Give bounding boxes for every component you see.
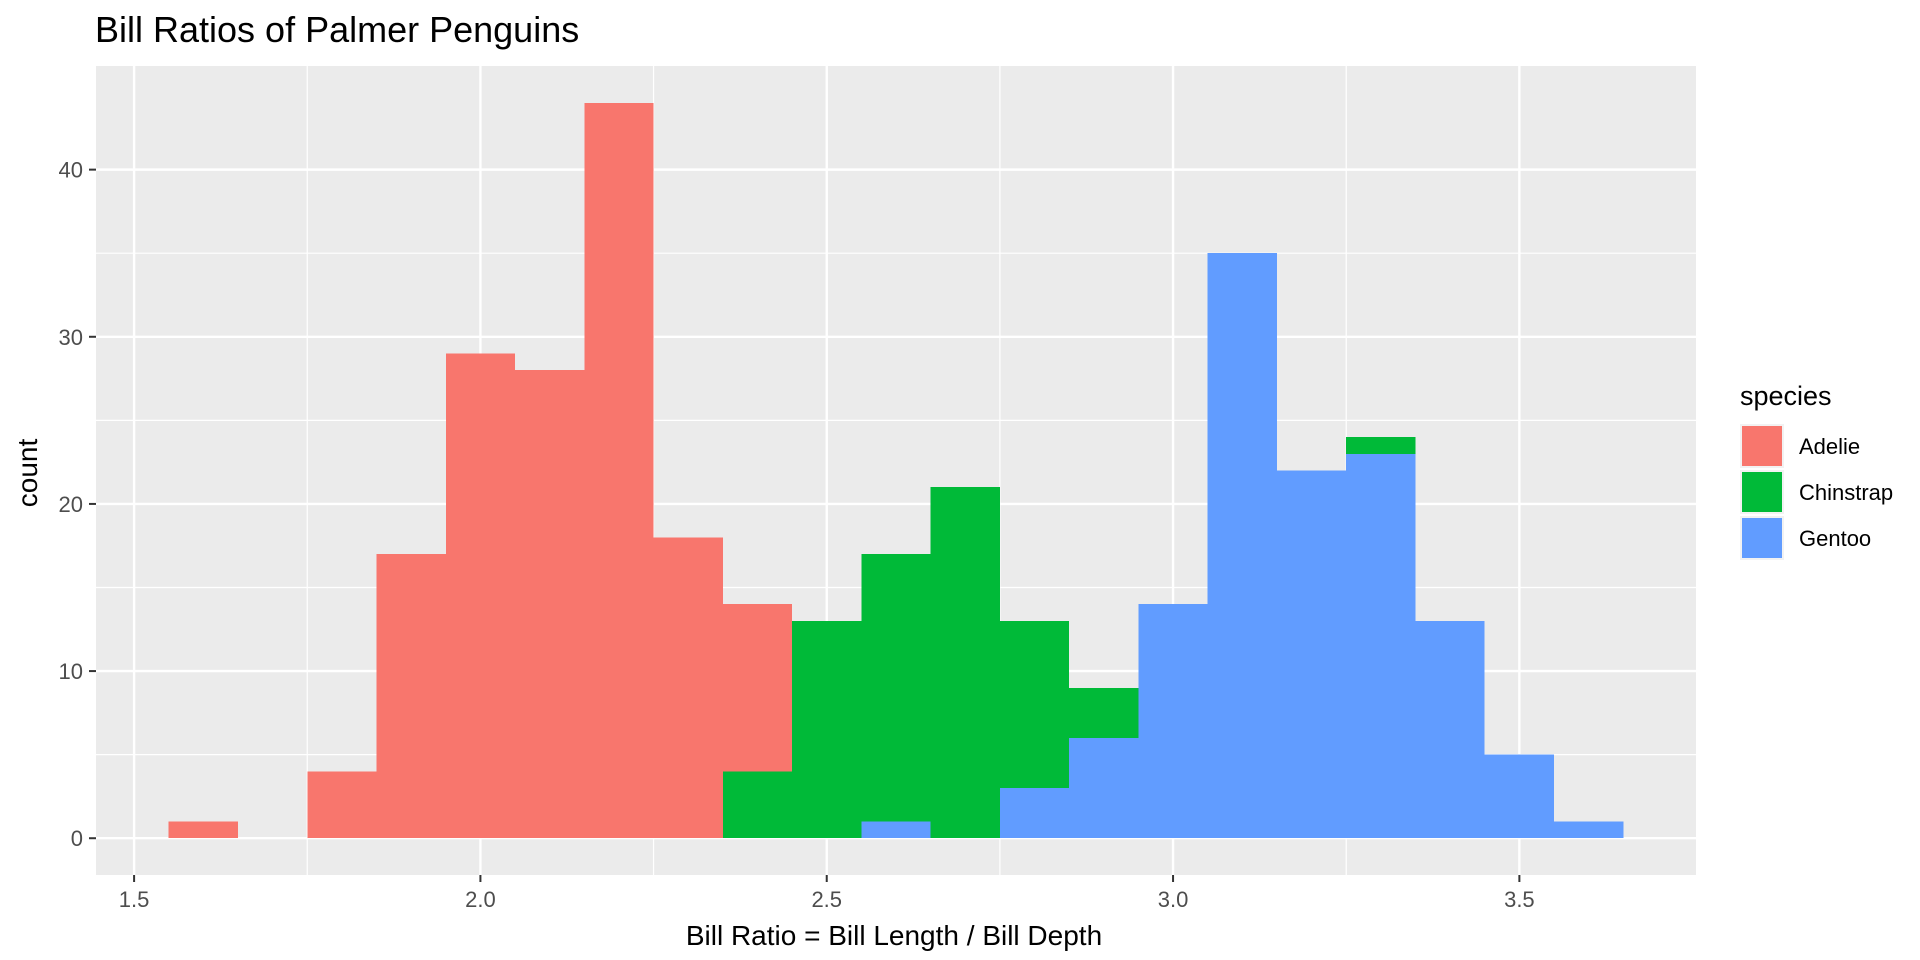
bar-gentoo	[1138, 604, 1208, 839]
bar-gentoo	[1207, 253, 1277, 839]
bar-gentoo	[999, 788, 1070, 839]
bar-chinstrap	[930, 487, 1000, 839]
bar-gentoo	[1484, 754, 1555, 839]
histogram-bars	[168, 102, 1624, 839]
bar-gentoo	[1554, 821, 1624, 839]
legend-label-adelie: Adelie	[1799, 434, 1860, 459]
x-tick-label: 3.0	[1158, 887, 1189, 912]
x-axis: 1.5 2.0 2.5 3.0 3.5	[119, 875, 1535, 912]
legend-swatch-chinstrap	[1742, 472, 1782, 512]
bar-chinstrap	[792, 620, 862, 839]
bar-gentoo	[861, 821, 931, 839]
legend-swatch-gentoo	[1742, 518, 1782, 558]
legend-label-chinstrap: Chinstrap	[1799, 480, 1893, 505]
x-tick-label: 1.5	[119, 887, 150, 912]
x-tick-label: 2.0	[465, 887, 496, 912]
bar-adelie	[168, 821, 238, 839]
bar-gentoo	[1415, 620, 1485, 839]
y-tick-label: 40	[59, 158, 83, 183]
bar-adelie	[307, 771, 377, 839]
bar-gentoo	[1069, 737, 1139, 839]
legend: species Adelie Chinstrap Gentoo	[1740, 381, 1893, 560]
y-tick-label: 10	[59, 659, 83, 684]
bar-chinstrap	[1346, 437, 1416, 454]
bar-chinstrap	[861, 554, 931, 822]
y-tick-label: 30	[59, 325, 83, 350]
x-tick-label: 3.5	[1504, 887, 1535, 912]
y-tick-label: 20	[59, 492, 83, 517]
bar-adelie	[515, 370, 585, 839]
bar-adelie	[376, 554, 446, 839]
bar-adelie	[445, 353, 516, 839]
bar-adelie	[722, 604, 793, 772]
y-axis-label: count	[12, 439, 43, 508]
legend-swatch-adelie	[1742, 426, 1782, 466]
y-axis: 0 10 20 30 40	[59, 158, 96, 851]
legend-title: species	[1740, 381, 1832, 411]
x-axis-label: Bill Ratio = Bill Length / Bill Depth	[686, 920, 1102, 951]
chart-title: Bill Ratios of Palmer Penguins	[95, 9, 579, 50]
y-tick-label: 0	[71, 826, 83, 851]
x-tick-label: 2.5	[811, 887, 842, 912]
bar-adelie	[584, 102, 654, 839]
bar-chinstrap	[722, 771, 793, 839]
legend-label-gentoo: Gentoo	[1799, 526, 1871, 551]
bar-chinstrap	[1069, 687, 1139, 738]
bar-chinstrap	[999, 620, 1070, 789]
bar-gentoo	[1346, 453, 1416, 839]
bar-gentoo	[1276, 470, 1347, 839]
bar-adelie	[653, 537, 723, 839]
